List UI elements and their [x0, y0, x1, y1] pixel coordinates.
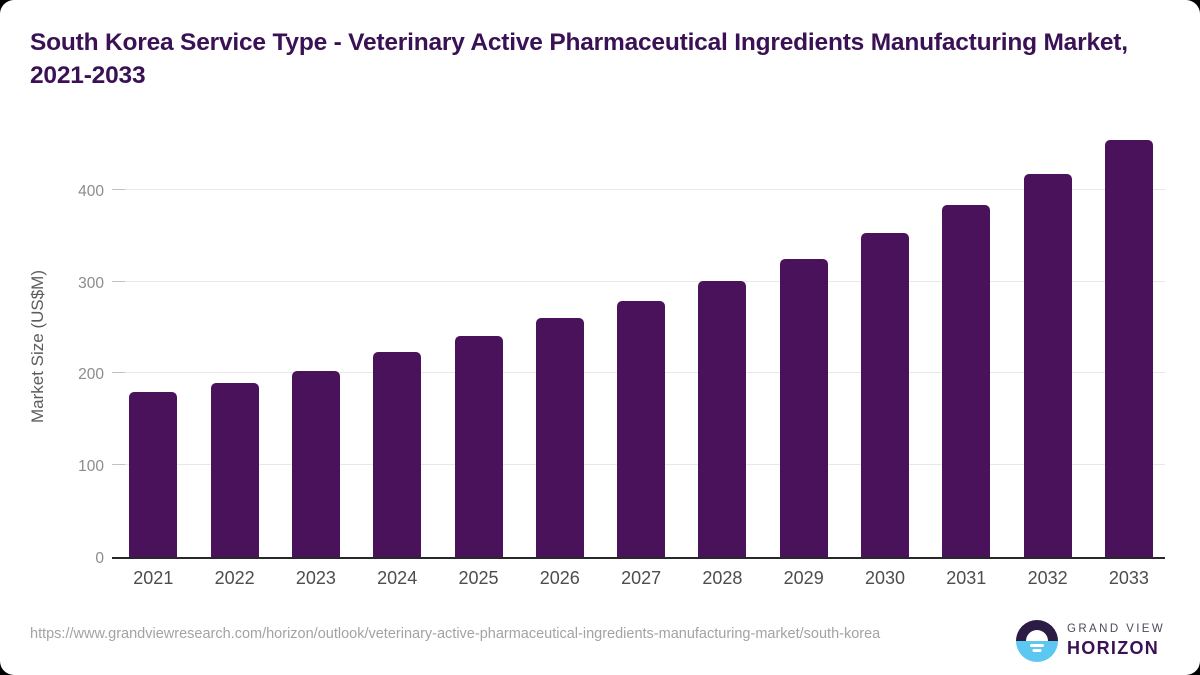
x-tick-label-2021: 2021 [133, 568, 174, 588]
bar-2032[interactable] [1023, 174, 1072, 557]
y-axis-tick-labels: 0 100 200 300 400 [0, 134, 104, 567]
bar-2031[interactable] [942, 205, 991, 557]
gridline-400 [112, 188, 1165, 190]
x-tick-label-2024: 2024 [377, 568, 418, 588]
y-tick-200 [112, 372, 125, 374]
bar-2021[interactable] [129, 391, 178, 557]
y-tick-300 [112, 280, 125, 282]
bar-2024[interactable] [373, 352, 422, 557]
bar-2029[interactable] [779, 258, 828, 557]
x-tick-label-2032: 2032 [1027, 568, 1068, 588]
grandview-horizon-logo[interactable]: GRAND VIEW HORIZON [1016, 618, 1165, 664]
x-axis-tick-labels: 2021 2022 2023 2024 2025 2026 2027 2028 2029 2030… [112, 568, 1165, 594]
logo-reflection-bar-1 [1030, 643, 1044, 647]
source-url: https://www.grandviewresearch.com/horizo… [30, 626, 881, 642]
bar-2028[interactable] [698, 280, 747, 557]
logo-wordmark: GRAND VIEW HORIZON [1067, 623, 1165, 659]
y-tick-label-200: 200 [78, 366, 104, 384]
x-tick-label-2026: 2026 [539, 568, 580, 588]
bar-2023[interactable] [291, 370, 340, 557]
logo-sun-dome [1026, 630, 1048, 641]
x-tick-label-2025: 2025 [458, 568, 499, 588]
y-tick-label-300: 300 [78, 274, 104, 292]
x-tick-label-2023: 2023 [295, 568, 336, 588]
x-tick-label-2027: 2027 [621, 568, 662, 588]
x-tick-label-2028: 2028 [702, 568, 743, 588]
x-tick-label-2022: 2022 [214, 568, 255, 588]
y-tick-100 [112, 464, 125, 466]
bar-2027[interactable] [617, 300, 666, 557]
horizon-sun-icon [1016, 620, 1058, 662]
x-tick-label-2031: 2031 [946, 568, 987, 588]
plot-area [112, 134, 1165, 559]
logo-grand-view-text: GRAND VIEW [1067, 623, 1166, 635]
bar-2022[interactable] [210, 382, 259, 557]
bar-2033[interactable] [1104, 140, 1153, 557]
bar-2025[interactable] [454, 335, 503, 557]
x-tick-label-2029: 2029 [783, 568, 824, 588]
logo-horizon-text: HORIZON [1067, 638, 1160, 658]
x-tick-label-2030: 2030 [864, 568, 906, 588]
logo-reflection-bar-2 [1032, 649, 1042, 652]
bar-2026[interactable] [535, 318, 584, 557]
gridline-300 [112, 280, 1165, 282]
y-tick-400 [112, 188, 125, 190]
x-tick-label-2033: 2033 [1108, 568, 1149, 588]
page-title: South Korea Service Type - Veterinary Ac… [30, 29, 1128, 89]
y-tick-label-0: 0 [95, 550, 104, 567]
y-tick-label-100: 100 [78, 458, 104, 476]
bar-2030[interactable] [861, 232, 909, 557]
y-tick-label-400: 400 [78, 182, 104, 200]
